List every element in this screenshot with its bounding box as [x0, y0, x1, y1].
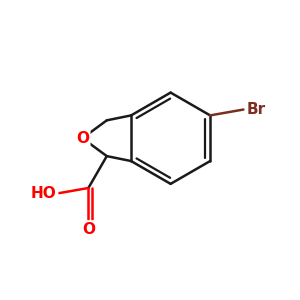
Text: Br: Br [246, 102, 266, 117]
Text: O: O [76, 131, 89, 146]
Text: O: O [82, 222, 95, 237]
Text: HO: HO [31, 186, 56, 201]
